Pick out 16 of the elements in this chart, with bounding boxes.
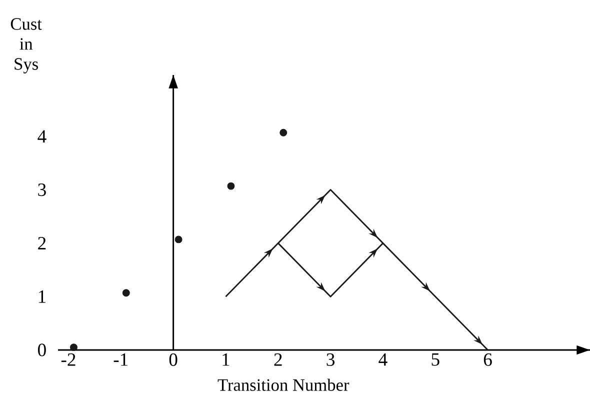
y-tick-label: 1 xyxy=(38,290,46,303)
x-tick-label: 6 xyxy=(484,353,492,366)
x-tick-label: -1 xyxy=(114,353,128,366)
y-tick-label: 4 xyxy=(38,130,46,143)
x-tick-label: 4 xyxy=(378,353,388,366)
x-tick-label: -2 xyxy=(61,353,76,366)
x-tick-label: 5 xyxy=(432,353,440,366)
x-tick-label: 3 xyxy=(326,353,334,366)
x-tick-label: 0 xyxy=(169,353,178,366)
y-axis-title: Cust in Sys xyxy=(10,18,42,74)
x-axis-title: Transition Number xyxy=(218,378,350,391)
x-tick-label: 2 xyxy=(274,353,282,366)
y-tick-label: 0 xyxy=(38,344,46,356)
y-tick-label: 2 xyxy=(38,237,46,250)
x-tick-label: 1 xyxy=(222,353,230,366)
y-tick-label: 3 xyxy=(38,184,46,196)
